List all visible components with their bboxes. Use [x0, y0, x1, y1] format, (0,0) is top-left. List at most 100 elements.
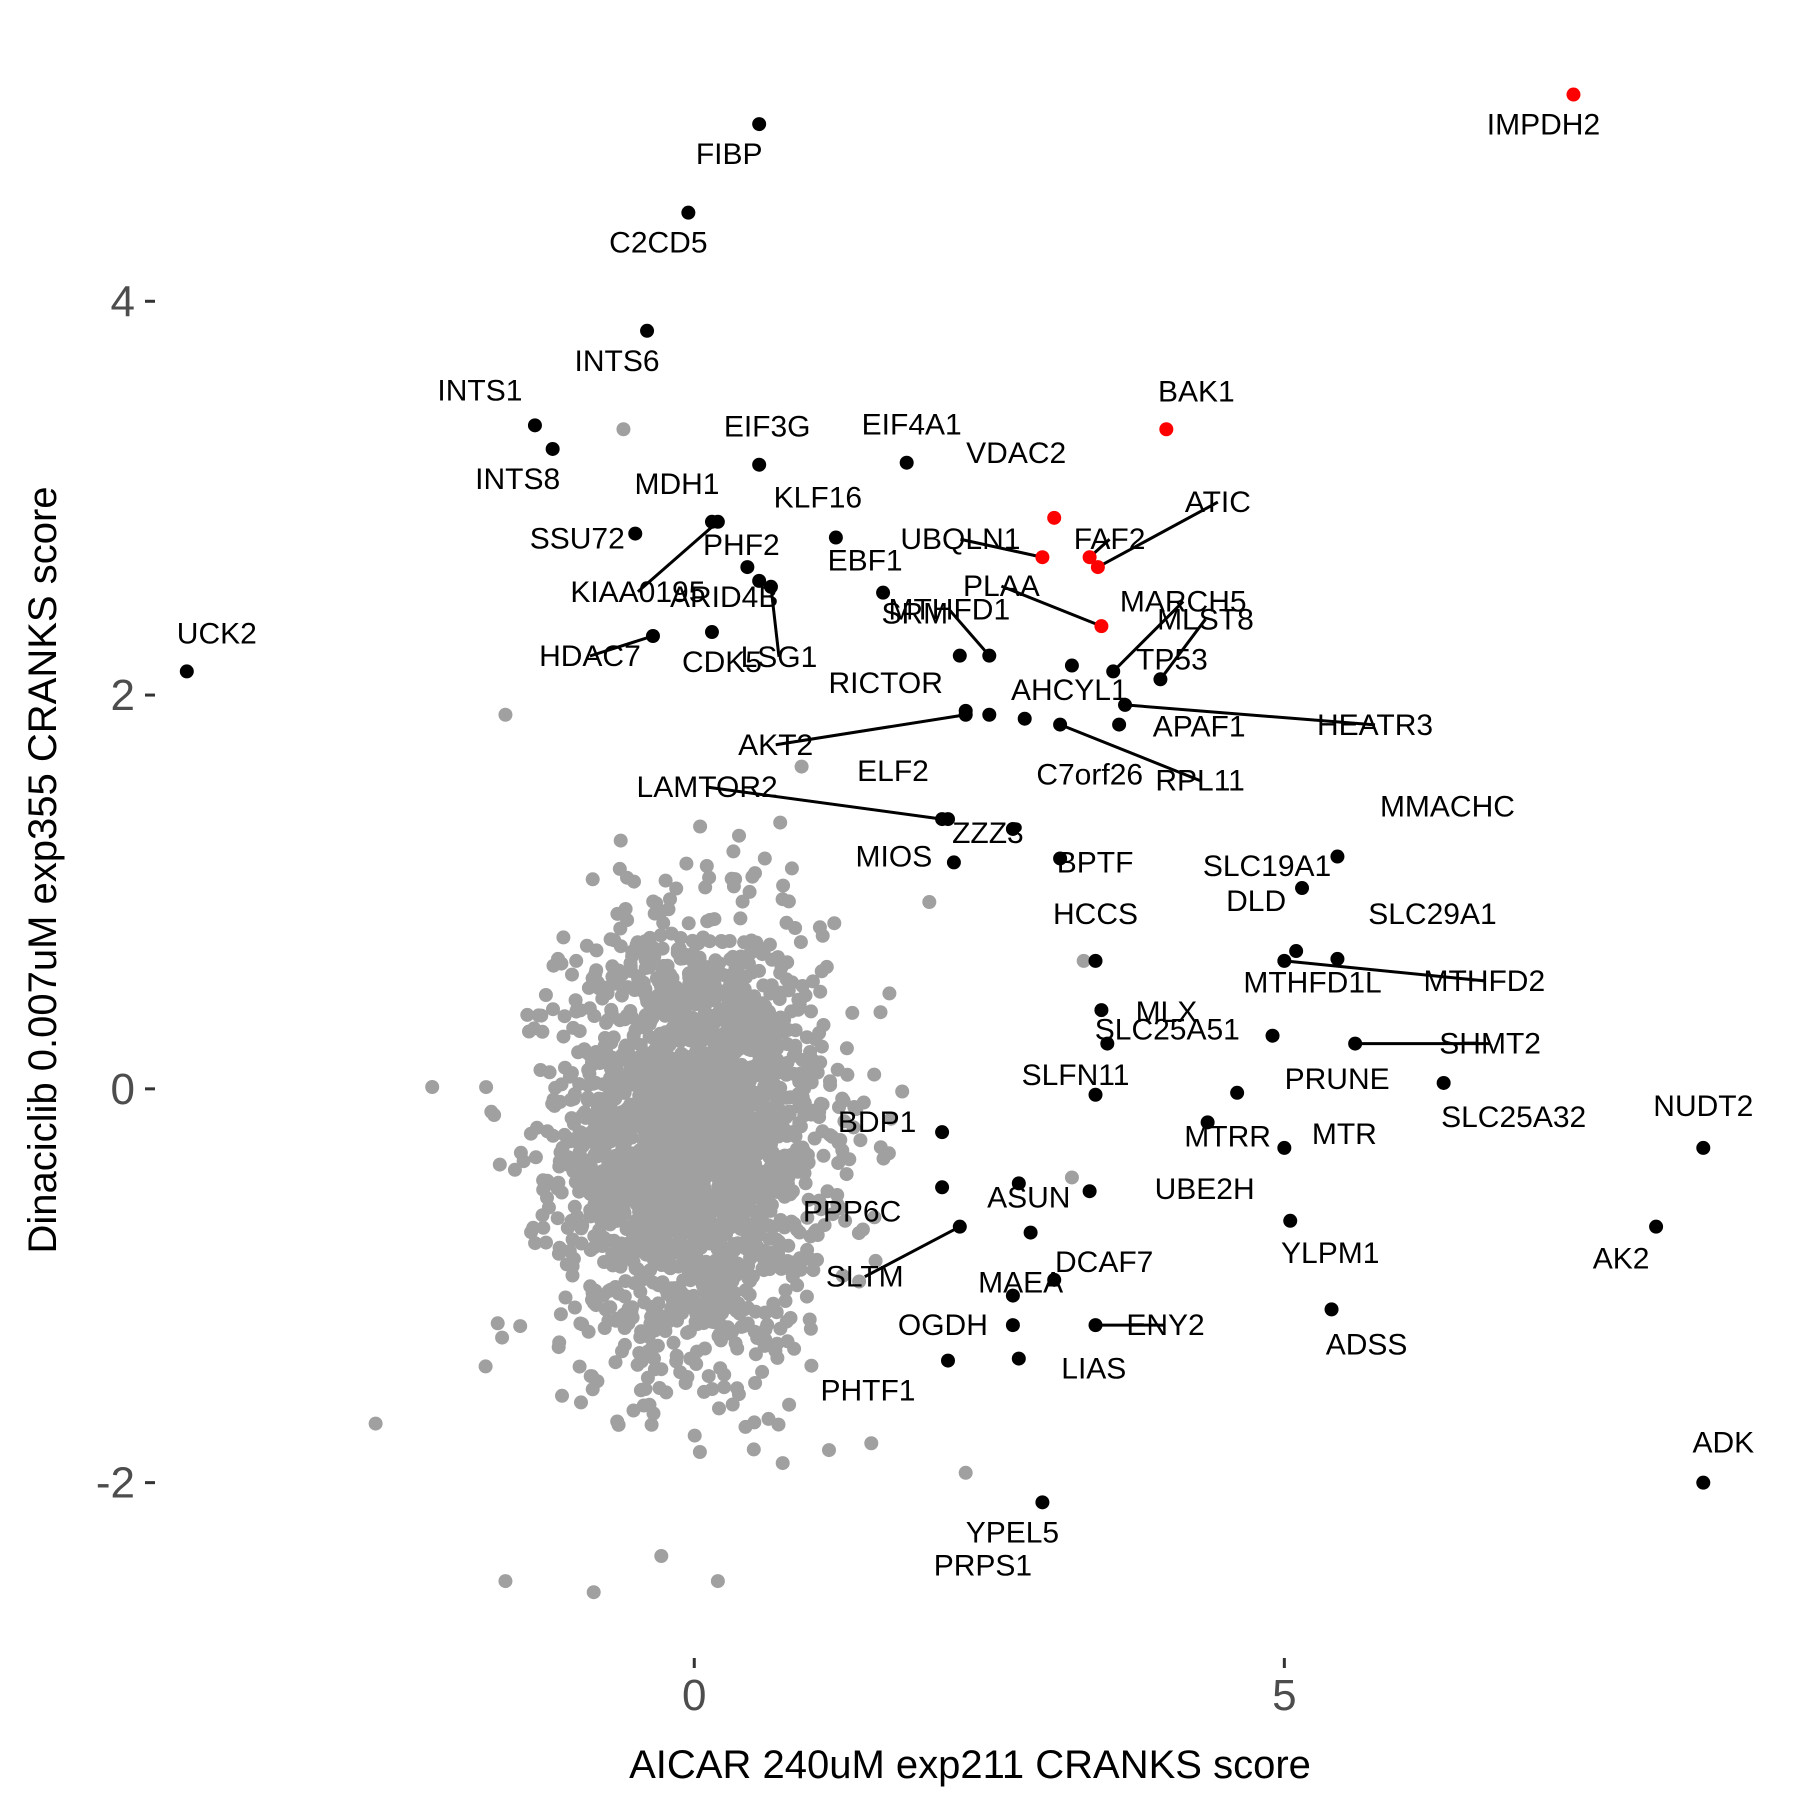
background-point [734, 1006, 749, 1021]
background-point [721, 1192, 736, 1207]
point-mtr [1277, 1140, 1292, 1155]
x-tick-label: 5 [1272, 1671, 1296, 1720]
background-point [695, 982, 710, 997]
leader-line-heatr3 [1124, 703, 1376, 727]
background-point [674, 1150, 689, 1165]
background-point [736, 993, 751, 1008]
background-point [738, 1419, 753, 1434]
point-lsg1 [763, 579, 778, 594]
background-point [534, 1008, 549, 1023]
leader-line-mthfd1 [948, 608, 991, 657]
background-point [612, 861, 627, 876]
background-point [840, 1067, 855, 1082]
background-point [653, 928, 668, 943]
background-point [627, 1182, 642, 1196]
point-zzz3 [1005, 821, 1020, 836]
background-point [639, 1103, 654, 1118]
background-point [701, 1369, 716, 1384]
background-point [631, 969, 646, 984]
background-point [664, 926, 679, 941]
background-point [654, 1362, 669, 1377]
background-point [845, 1005, 860, 1020]
label-mthfd1l: MTHFD1L [1243, 967, 1381, 1000]
point-ubqln1 [1035, 550, 1050, 565]
background-point [778, 1283, 793, 1298]
point-mtrr [1200, 1115, 1215, 1130]
background-point [677, 989, 692, 1004]
label-mtrr: MTRR [1184, 1120, 1271, 1153]
label-eny2: ENY2 [1126, 1309, 1204, 1342]
background-point [674, 948, 689, 963]
point-tp53 [1064, 658, 1079, 673]
background-point [625, 1010, 640, 1025]
background-point [732, 828, 746, 843]
background-point [656, 915, 671, 930]
background-point [675, 1300, 690, 1315]
background-point [554, 1185, 569, 1200]
point-rpl11 [1053, 717, 1068, 732]
point-cdk5 [704, 625, 719, 640]
background-point [646, 1275, 661, 1290]
point-ypel5 [1035, 1495, 1050, 1510]
point-eif3g [752, 457, 767, 472]
point-eif4a1 [899, 455, 914, 470]
point-vdac2 [1047, 510, 1062, 525]
point-asun [1011, 1176, 1026, 1191]
label-slfn11: SLFN11 [1022, 1059, 1130, 1092]
background-point [649, 991, 664, 1006]
background-point [687, 1428, 702, 1443]
background-point [789, 1142, 804, 1157]
background-point [710, 1038, 725, 1053]
background-point [616, 1137, 631, 1152]
background-point [698, 880, 713, 895]
background-point [752, 1225, 767, 1240]
label-plaa: PLAA [963, 570, 1040, 603]
background-point [735, 894, 750, 909]
label-lsg1: LSG1 [741, 641, 818, 674]
point-bak1 [1159, 422, 1174, 437]
background-point [799, 1107, 814, 1122]
background-point [664, 1157, 679, 1172]
background-point [774, 1261, 789, 1276]
y-axis-title: Dinaciclib 0.007uM exp355 CRANKS score [21, 486, 65, 1253]
background-point [882, 986, 897, 1001]
background-point [835, 1091, 850, 1106]
background-point [574, 1221, 589, 1236]
label-mios: MIOS [856, 840, 933, 873]
background-point [689, 1357, 704, 1371]
background-point [718, 1270, 732, 1285]
background-point [651, 1296, 666, 1311]
background-point [790, 1278, 805, 1293]
background-point [636, 1222, 651, 1237]
background-point [717, 1367, 732, 1382]
background-point [735, 1209, 750, 1224]
point-phf2 [740, 560, 755, 575]
background-point [740, 1316, 755, 1331]
background-point [779, 1314, 794, 1329]
background-point [689, 1195, 704, 1210]
background-point [760, 1318, 775, 1332]
label-mmachc: MMACHC [1380, 791, 1515, 824]
background-point [958, 1465, 973, 1480]
point-arid4b [752, 573, 767, 588]
background-point [758, 1332, 773, 1347]
point-ube2h [1082, 1184, 1097, 1199]
background-point [779, 972, 794, 987]
background-point [727, 1177, 742, 1192]
background-point [618, 1274, 633, 1289]
background-point [810, 1228, 825, 1242]
background-point [686, 1288, 701, 1303]
background-point [760, 1108, 775, 1123]
background-point [557, 1009, 572, 1024]
background-point [816, 1018, 831, 1032]
point-mlst8 [1153, 672, 1168, 687]
background-point [693, 819, 708, 834]
background-point [643, 1316, 658, 1331]
label-ints1: INTS1 [437, 374, 522, 407]
background-point [630, 1061, 645, 1076]
gene-labels: IMPDH2 FIBP C2CD5 INTS6 INTS1 INTS8 EIF3G EIF4A… [177, 109, 1754, 1583]
background-point [761, 1411, 776, 1426]
background-point [645, 1201, 660, 1216]
background-point [756, 1164, 771, 1179]
background-point [590, 1374, 605, 1389]
